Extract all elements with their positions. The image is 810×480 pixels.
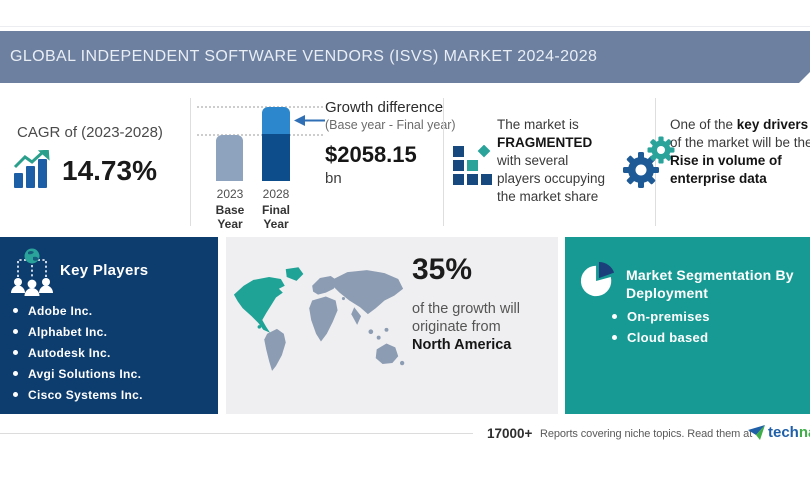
bullet-dot [13,329,18,334]
key-driver-bold: Rise in volume of [670,153,782,168]
header-bar: GLOBAL INDEPENDENT SOFTWARE VENDORS (ISV… [0,31,810,83]
bullet-dot [612,335,617,340]
bar-caption: Final Year [261,203,290,231]
paper-plane-icon [748,424,765,440]
key-player-item: Alphabet Inc. [13,321,143,342]
bar-year: 2023 [216,187,244,201]
key-player-item: Adobe Inc. [13,300,143,321]
region-stat-text: of the growth will originate from North … [412,300,520,354]
region-text-line: originate from [412,319,501,335]
regional-growth-panel [226,237,558,414]
fragmented-line: the market share [497,189,599,204]
segmentation-list: On-premises Cloud based [612,306,710,348]
fragmented-highlight: FRAGMENTED [497,135,593,150]
trending-up-bars-icon [13,150,50,188]
key-players-list: Adobe Inc. Alphabet Inc. Autodesk Inc. A… [13,300,143,405]
key-player-item: Autodesk Inc. [13,342,143,363]
bar-caption: Base Year [215,203,245,231]
key-player-label: Avgi Solutions Inc. [28,366,142,381]
growth-unit: bn [325,170,342,187]
segmentation-heading: Market Segmentation By Deployment [626,266,796,302]
key-player-label: Alphabet Inc. [28,324,108,339]
key-driver-bold: enterprise data [670,171,767,186]
bar-2023 [216,135,243,181]
technavio-logo[interactable]: technavio [748,424,810,441]
key-driver-line: One of the key drivers [670,116,810,134]
key-player-label: Cisco Systems Inc. [28,387,143,402]
bar-label-2023: 2023 Base Year [202,187,258,231]
pie-chart-icon [580,261,615,297]
section-divider [190,98,191,226]
key-players-heading: Key Players [60,262,149,279]
bar-year: 2028 [262,187,290,201]
bullet-dot [13,308,18,313]
org-chart-people-icon [11,248,53,296]
key-driver-text: One of the key drivers of the market wil… [670,116,810,188]
scattered-squares-icon [453,145,492,185]
footer-divider [0,433,473,434]
bar-2028 [262,134,290,181]
fragmented-line: with several [497,153,569,168]
key-driver-line: of the market will be the [670,135,810,150]
logo-text-tech: tech [768,424,799,441]
footer-report-count: 17000+ [487,426,533,441]
bar-2028-growth-segment [262,107,290,135]
key-player-item: Avgi Solutions Inc. [13,363,143,384]
bullet-dot [13,371,18,376]
footer-text: Reports covering niche topics. Read them… [540,428,753,440]
logo-text-navio: navio [798,424,810,441]
bullet-dot [612,314,617,319]
bullet-dot [13,392,18,397]
growth-callout-title: Growth difference [325,99,444,116]
segmentation-label: On-premises [627,309,710,324]
cagr-label: CAGR of (2023-2028) [17,124,163,141]
world-map [233,267,405,371]
fragmented-line: The market is [497,117,579,132]
growth-callout-subtitle: (Base year - Final year) [325,118,456,132]
segmentation-item: Cloud based [612,327,710,348]
page-title: GLOBAL INDEPENDENT SOFTWARE VENDORS (ISV… [10,48,598,65]
region-text-line: of the growth will [412,301,520,317]
key-player-label: Autodesk Inc. [28,345,111,360]
segmentation-heading-line: Deployment [626,285,709,301]
section-divider [443,98,444,226]
key-players-panel [0,237,218,414]
left-arrow-icon [294,115,325,126]
segmentation-heading-line: Market Segmentation By [626,267,794,283]
section-divider [655,98,656,226]
key-driver-prefix: One of the [670,117,737,132]
gridline-final-year [197,106,323,108]
key-player-label: Adobe Inc. [28,303,93,318]
region-stat-value: 35% [412,253,473,286]
bullet-dot [13,350,18,355]
fragmented-line: players occupying [497,171,606,186]
top-hairline [0,26,810,27]
bar-label-2028: 2028 Final Year [248,187,304,231]
segmentation-label: Cloud based [627,330,709,345]
key-player-item: Cisco Systems Inc. [13,384,143,405]
gears-icon [623,136,675,188]
cagr-value: 14.73% [62,155,157,186]
segmentation-item: On-premises [612,306,710,327]
fragmented-text: The market is FRAGMENTED with several pl… [497,116,627,206]
region-name: North America [412,337,512,353]
gridline-base-year [197,134,323,136]
key-driver-bold: key drivers [736,117,809,132]
growth-value: $2058.15 [325,142,417,167]
